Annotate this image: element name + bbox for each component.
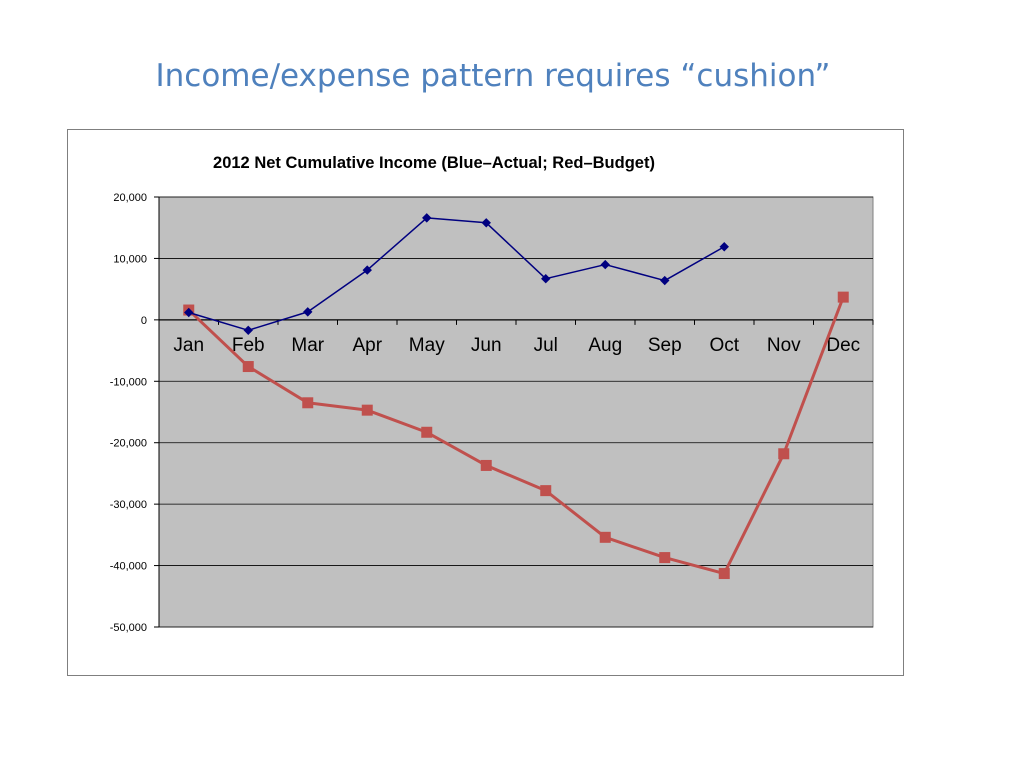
actual-point-marker (362, 265, 372, 275)
y-tick-label: -30,000 (110, 499, 147, 511)
y-tick-label: -40,000 (110, 561, 147, 573)
x-tick-label: Aug (588, 335, 622, 356)
slide-title: Income/expense pattern requires “cushion… (155, 58, 831, 94)
actual-point-marker (184, 307, 194, 318)
x-tick-label: Mar (291, 335, 324, 356)
budget-point-marker (718, 568, 730, 580)
chart-title: 2012 Net Cumulative Income (Blue–Actual;… (213, 154, 655, 172)
budget-point-marker (659, 552, 671, 564)
budget-point-marker (837, 291, 849, 303)
actual-point-marker (600, 259, 610, 270)
actual-point-marker (719, 242, 729, 252)
y-tick-label: 0 (141, 315, 147, 327)
y-tick-label: -20,000 (110, 438, 147, 450)
actual-point-marker (303, 307, 313, 317)
x-tick-label: Nov (767, 335, 801, 356)
y-tick-label: -50,000 (110, 622, 147, 634)
budget-point-marker (361, 404, 373, 416)
budget-point-marker (778, 448, 790, 460)
x-tick-label: Jan (173, 335, 204, 356)
x-tick-label: Oct (709, 335, 739, 356)
plot-area (158, 196, 874, 628)
y-tick-label: 20,000 (113, 192, 147, 204)
actual-point-marker (660, 275, 670, 286)
budget-series-line (187, 296, 845, 576)
x-tick-label: May (409, 335, 445, 356)
x-tick-label: Jul (534, 335, 558, 356)
budget-point-marker (302, 397, 314, 409)
y-tick-label: -10,000 (110, 376, 147, 388)
x-tick-label: Feb (232, 335, 265, 356)
x-tick-label: Jun (471, 335, 502, 356)
actual-point-marker (541, 273, 551, 284)
actual-point-marker (481, 218, 491, 228)
budget-point-marker (599, 531, 611, 543)
x-tick-label: Apr (352, 335, 382, 356)
y-tick-label: 10,000 (113, 253, 147, 265)
actual-point-marker (422, 213, 432, 223)
actual-point-marker (243, 325, 253, 336)
budget-point-marker (242, 361, 254, 373)
line-chart: 2012 Net Cumulative Income (Blue–Actual;… (110, 154, 874, 634)
x-tick-label: Sep (648, 335, 682, 356)
actual-series-line (188, 217, 725, 332)
budget-point-marker (421, 426, 433, 438)
x-tick-label: Dec (826, 335, 860, 356)
budget-point-marker (540, 485, 552, 497)
budget-point-marker (480, 459, 492, 471)
